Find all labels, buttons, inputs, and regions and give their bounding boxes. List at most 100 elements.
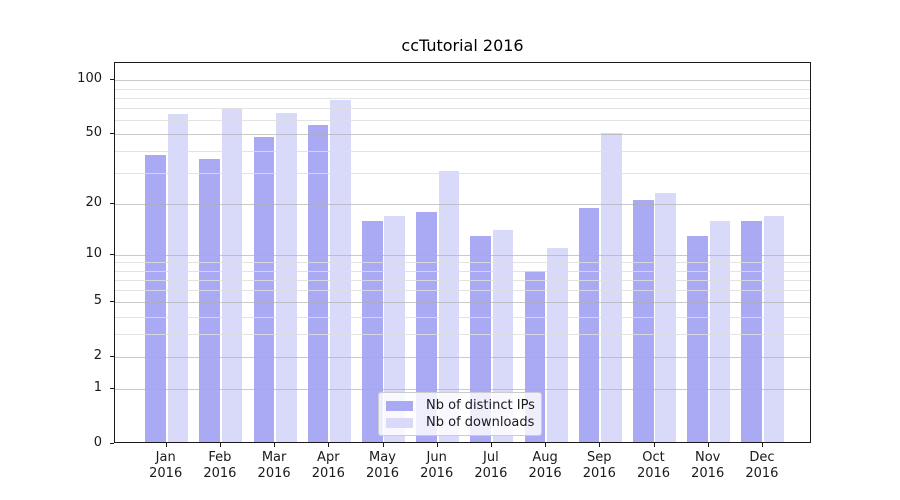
y-tick-label-100: 100 bbox=[77, 71, 102, 87]
x-tick-aug bbox=[545, 442, 547, 447]
x-tick-label-month-dec: Dec bbox=[749, 449, 775, 465]
x-tick-label-month-aug: Aug bbox=[532, 449, 558, 465]
x-tick-jan bbox=[165, 442, 167, 447]
x-tick-label-jan: Jan 2016 bbox=[134, 450, 198, 482]
x-tick-label-jul: Jul 2016 bbox=[459, 450, 523, 482]
x-tick-label-mar: Mar 2016 bbox=[242, 450, 306, 482]
bar-distinct-ips-jan bbox=[145, 155, 166, 442]
legend-item-downloads: Nb of downloads bbox=[386, 414, 535, 431]
y-tick-0 bbox=[110, 442, 114, 444]
legend-label-distinct-ips: Nb of distinct IPs bbox=[426, 398, 535, 413]
gridline-minor-8 bbox=[115, 270, 810, 272]
bar-distinct-ips-nov bbox=[687, 235, 708, 442]
bar-downloads-nov bbox=[709, 220, 731, 442]
x-tick-label-aug: Aug 2016 bbox=[513, 450, 577, 482]
gridline-major-5 bbox=[115, 302, 810, 304]
gridline-minor-4 bbox=[115, 316, 810, 318]
gridline-minor-40 bbox=[115, 151, 810, 153]
x-tick-label-month-sep: Sep bbox=[587, 449, 612, 465]
y-tick-10 bbox=[110, 253, 114, 255]
y-tick-5 bbox=[110, 301, 114, 303]
gridline-major-100 bbox=[115, 80, 810, 82]
gridline-major-2 bbox=[115, 357, 810, 359]
legend-swatch-distinct-ips bbox=[386, 400, 413, 411]
x-tick-apr bbox=[328, 442, 330, 447]
x-tick-sep bbox=[599, 442, 601, 447]
gridline-major-1 bbox=[115, 388, 810, 390]
x-tick-label-may: May 2016 bbox=[351, 450, 415, 482]
x-tick-label-month-feb: Feb bbox=[208, 449, 232, 465]
gridline-minor-6 bbox=[115, 290, 810, 292]
y-tick-label-10: 10 bbox=[85, 245, 102, 261]
gridline-minor-9 bbox=[115, 262, 810, 264]
x-tick-label-month-jun: Jun bbox=[426, 449, 447, 465]
y-tick-1 bbox=[110, 387, 114, 389]
gridline-minor-90 bbox=[115, 88, 810, 90]
gridline-minor-30 bbox=[115, 173, 810, 175]
x-tick-jul bbox=[490, 442, 492, 447]
bar-distinct-ips-feb bbox=[199, 159, 221, 442]
legend-label-downloads: Nb of downloads bbox=[426, 415, 535, 430]
gridline-minor-3 bbox=[115, 334, 810, 336]
x-tick-label-year-jul: 2016 bbox=[474, 465, 508, 481]
x-tick-label-year-mar: 2016 bbox=[257, 465, 291, 481]
plot-area bbox=[114, 62, 811, 443]
x-tick-label-year-sep: 2016 bbox=[582, 465, 616, 481]
bar-distinct-ips-dec bbox=[741, 220, 763, 442]
gridline-major-20 bbox=[115, 203, 810, 205]
legend: Nb of distinct IPs Nb of downloads bbox=[378, 392, 542, 436]
bar-distinct-ips-jun bbox=[416, 211, 437, 442]
y-tick-label-2: 2 bbox=[93, 348, 102, 364]
gridline-major-10 bbox=[115, 254, 810, 256]
y-tick-20 bbox=[110, 202, 114, 204]
bar-downloads-mar bbox=[275, 112, 297, 442]
x-tick-label-month-apr: Apr bbox=[317, 449, 340, 465]
y-tick-label-0: 0 bbox=[93, 434, 102, 450]
bar-downloads-feb bbox=[221, 108, 243, 442]
bar-distinct-ips-jul bbox=[470, 235, 492, 442]
bar-downloads-may bbox=[384, 216, 406, 442]
x-tick-label-year-may: 2016 bbox=[365, 465, 400, 481]
x-tick-jun bbox=[436, 442, 438, 447]
legend-item-distinct-ips: Nb of distinct IPs bbox=[386, 397, 535, 414]
y-tick-100 bbox=[110, 79, 114, 81]
y-tick-50 bbox=[110, 133, 114, 135]
gridline-minor-7 bbox=[115, 279, 810, 281]
bar-downloads-dec bbox=[763, 216, 785, 442]
x-tick-mar bbox=[274, 442, 276, 447]
gridline-minor-60 bbox=[115, 119, 810, 121]
x-tick-label-year-jun: 2016 bbox=[420, 465, 454, 481]
x-tick-nov bbox=[707, 442, 709, 447]
chart-title: ccTutorial 2016 bbox=[401, 36, 524, 55]
x-tick-label-feb: Feb 2016 bbox=[188, 450, 252, 482]
bar-downloads-aug bbox=[546, 247, 568, 442]
y-tick-2 bbox=[110, 356, 114, 358]
bar-downloads-apr bbox=[330, 99, 351, 442]
x-tick-label-year-aug: 2016 bbox=[528, 465, 562, 481]
x-tick-label-sep: Sep 2016 bbox=[567, 450, 631, 482]
bar-downloads-jun bbox=[438, 170, 460, 442]
x-tick-label-month-jan: Jan bbox=[155, 449, 176, 465]
bar-distinct-ips-may bbox=[361, 220, 383, 442]
x-tick-dec bbox=[761, 442, 763, 447]
x-tick-feb bbox=[219, 442, 221, 447]
x-tick-label-month-nov: Nov bbox=[695, 449, 721, 465]
x-tick-label-year-dec: 2016 bbox=[745, 465, 779, 481]
x-tick-label-year-jan: 2016 bbox=[149, 465, 183, 481]
x-tick-label-month-oct: Oct bbox=[642, 449, 665, 465]
bar-downloads-jan bbox=[167, 113, 189, 442]
legend-swatch-downloads bbox=[386, 417, 413, 428]
x-tick-label-apr: Apr 2016 bbox=[296, 450, 360, 482]
bar-distinct-ips-mar bbox=[253, 137, 275, 442]
x-tick-label-nov: Nov 2016 bbox=[676, 450, 740, 482]
y-tick-label-1: 1 bbox=[93, 379, 102, 395]
bar-downloads-jul bbox=[492, 230, 514, 442]
y-tick-label-5: 5 bbox=[93, 293, 102, 309]
bar-distinct-ips-oct bbox=[632, 200, 654, 442]
x-tick-label-month-may: May bbox=[369, 449, 396, 465]
x-tick-label-month-mar: Mar bbox=[261, 449, 287, 465]
y-tick-label-50: 50 bbox=[85, 125, 102, 141]
x-tick-label-year-apr: 2016 bbox=[311, 465, 345, 481]
x-tick-label-jun: Jun 2016 bbox=[405, 450, 469, 482]
x-tick-may bbox=[382, 442, 384, 447]
